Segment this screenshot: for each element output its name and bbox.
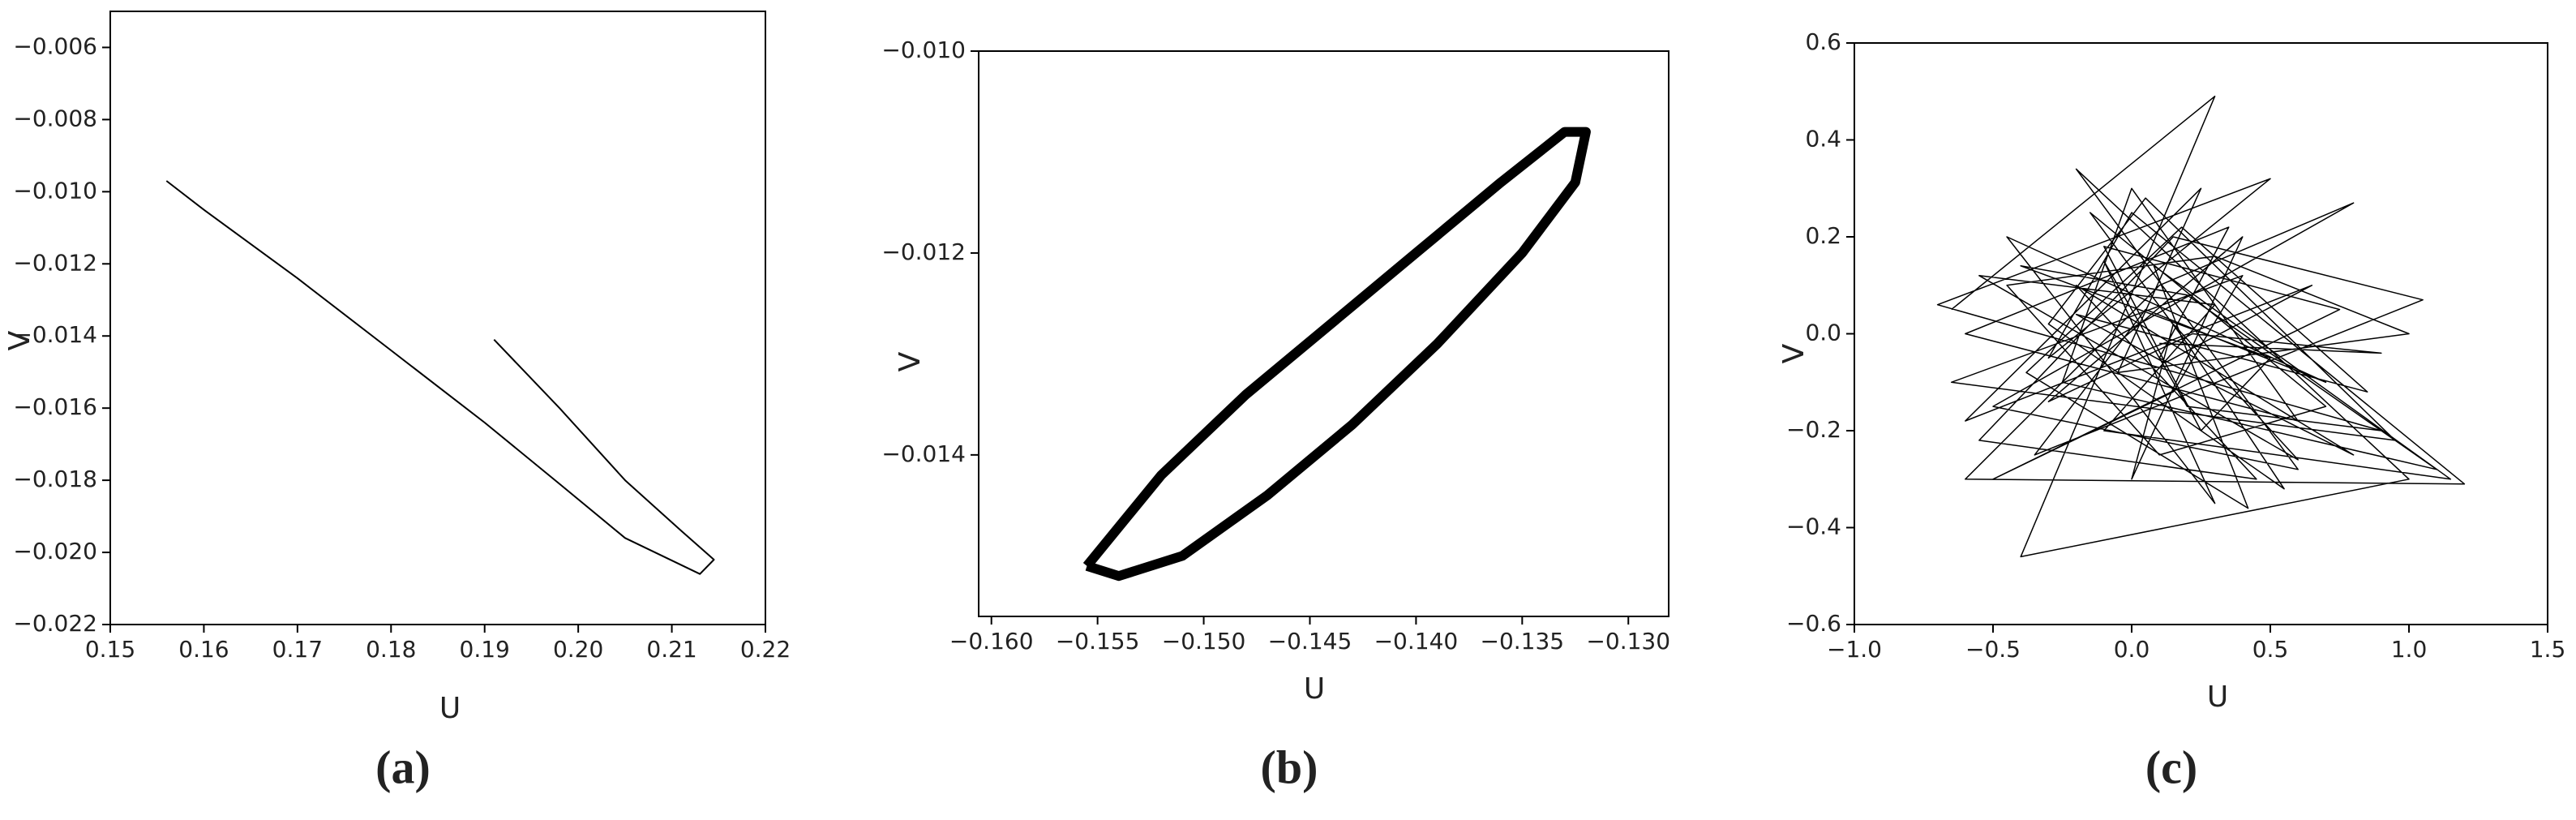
x-tick-label: −1.0	[1827, 636, 1882, 663]
x-axis-label: U	[439, 692, 461, 725]
y-tick-label: −0.6	[1786, 610, 1841, 637]
x-tick-label: 0.19	[460, 636, 510, 663]
x-tick-label: −0.130	[1586, 628, 1670, 655]
plot-frame	[978, 50, 1669, 617]
panel-caption: (c)	[2145, 741, 2197, 793]
x-tick-label: −0.5	[1965, 636, 2021, 663]
y-tick-label: −0.012	[13, 249, 97, 276]
x-tick-label: 1.5	[2530, 636, 2566, 663]
x-tick-label: 0.5	[2252, 636, 2289, 663]
y-tick-label: 0.4	[1805, 126, 1841, 152]
y-tick-label: −0.014	[13, 321, 97, 348]
y-axis-label: V	[1777, 343, 1811, 363]
x-tick-label: −0.135	[1481, 628, 1565, 655]
x-tick-label: 0.0	[2114, 636, 2150, 663]
x-tick-label: −0.150	[1162, 628, 1246, 655]
x-tick-label: −0.155	[1056, 628, 1140, 655]
y-tick-label: −0.010	[13, 177, 97, 204]
y-tick-label: −0.020	[13, 538, 97, 565]
x-tick-label: 0.20	[553, 636, 603, 663]
x-tick-label: −0.145	[1268, 628, 1352, 655]
panel-caption: (b)	[1261, 741, 1318, 793]
y-tick-label: −0.016	[13, 393, 97, 420]
plot-frame	[109, 11, 766, 625]
y-axis-label: V	[3, 330, 36, 350]
y-tick-label: −0.008	[13, 105, 97, 131]
x-tick-label: −0.140	[1374, 628, 1459, 655]
x-tick-label: 0.16	[178, 636, 229, 663]
x-axis-label: U	[2207, 680, 2228, 714]
y-tick-label: −0.018	[13, 466, 97, 492]
y-tick-label: −0.4	[1786, 513, 1841, 540]
y-axis-label: V	[894, 351, 927, 371]
x-axis-label: U	[1304, 672, 1325, 706]
y-tick-label: −0.014	[881, 440, 966, 467]
x-tick-label: −0.160	[949, 628, 1034, 655]
trajectory	[1936, 95, 2466, 558]
y-tick-label: −0.2	[1786, 416, 1841, 443]
y-tick-label: −0.010	[881, 36, 966, 63]
y-tick-label: −0.006	[13, 32, 97, 59]
trajectory	[165, 180, 715, 575]
y-tick-label: 0.0	[1805, 320, 1841, 346]
x-tick-label: 1.0	[2391, 636, 2428, 663]
trajectory	[1082, 127, 1591, 582]
y-tick-label: −0.012	[881, 238, 966, 265]
y-tick-label: 0.2	[1805, 222, 1841, 249]
x-tick-label: 0.22	[740, 636, 791, 663]
x-tick-label: 0.15	[85, 636, 135, 663]
x-tick-label: 0.18	[366, 636, 416, 663]
x-tick-label: 0.17	[272, 636, 323, 663]
y-tick-label: 0.6	[1805, 28, 1841, 55]
x-tick-label: 0.21	[646, 636, 697, 663]
y-tick-label: −0.022	[13, 610, 97, 637]
panel-caption: (a)	[375, 741, 431, 793]
